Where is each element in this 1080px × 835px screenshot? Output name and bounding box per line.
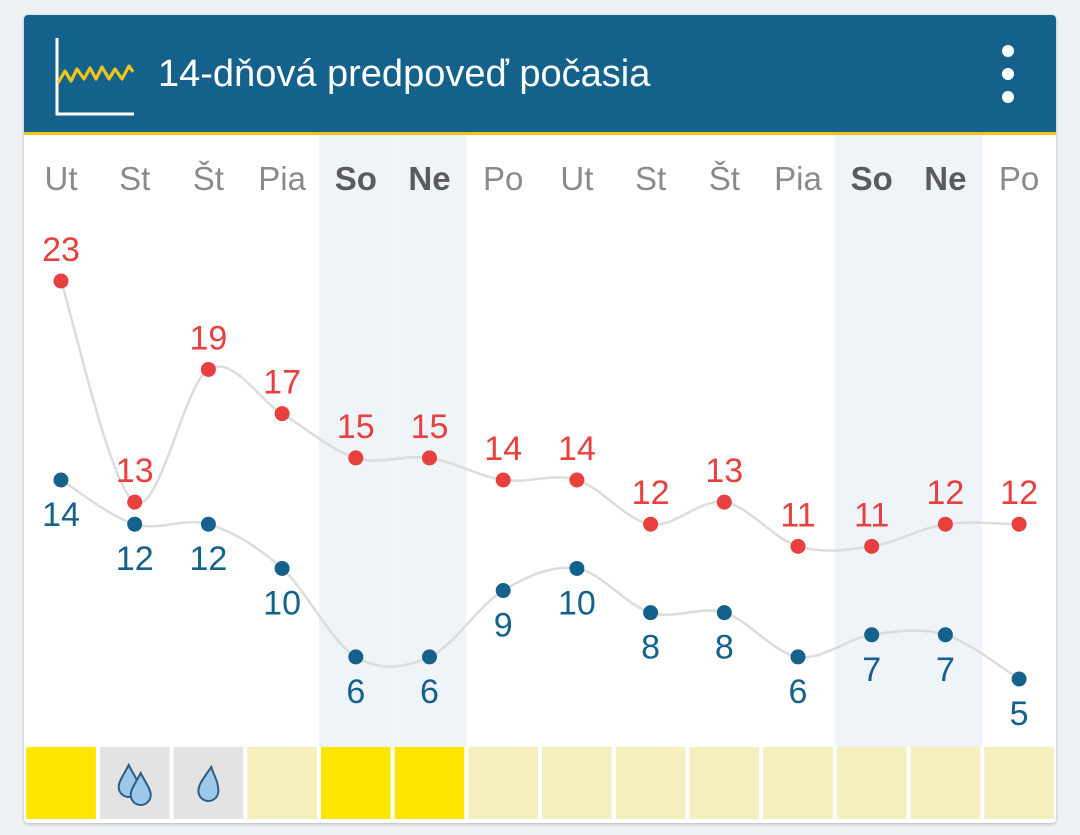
day-label: Št	[709, 160, 740, 197]
high-temp-point	[348, 450, 364, 466]
high-temp-label: 14	[558, 430, 596, 468]
low-temp-point	[643, 605, 659, 621]
low-temp-label: 7	[862, 651, 881, 689]
weather-strip-cell	[468, 747, 539, 819]
low-temp-point	[1011, 671, 1027, 687]
rain-drop-icon	[197, 764, 220, 802]
high-temp-point	[53, 273, 69, 289]
high-temp-point	[422, 450, 437, 466]
high-temp-label: 13	[116, 452, 154, 490]
high-temp-point	[864, 538, 880, 554]
high-temp-label: 11	[780, 496, 815, 534]
day-label: St	[119, 160, 150, 197]
low-temp-label: 6	[346, 673, 365, 711]
low-temp-label: 12	[189, 540, 227, 578]
low-temp-label: 8	[641, 629, 660, 667]
weather-strip-cell	[247, 747, 317, 819]
high-temp-label: 11	[854, 496, 889, 534]
weather-strip-cell	[394, 747, 465, 819]
high-temp-point	[716, 494, 732, 510]
day-label: Pia	[258, 160, 306, 197]
more-vertical-icon	[1002, 91, 1014, 103]
low-temp-label: 6	[420, 673, 439, 711]
weather-strip-cell	[836, 747, 907, 819]
high-temp-point	[643, 516, 659, 532]
high-temp-label: 15	[337, 408, 375, 446]
day-label: St	[635, 160, 666, 197]
weather-strip-cell	[763, 747, 833, 819]
low-temp-point	[569, 560, 585, 576]
low-temp-point	[422, 649, 437, 665]
high-temp-label: 19	[189, 319, 227, 357]
day-label: Ne	[924, 160, 966, 197]
low-temp-point	[864, 627, 880, 643]
high-temp-point	[274, 406, 290, 422]
widget-title: 14-dňová predpoveď počasia	[158, 53, 651, 95]
high-temp-point	[1011, 516, 1027, 532]
weather-strip-cell	[542, 747, 612, 819]
high-temp-label: 13	[705, 452, 743, 490]
low-temp-point	[716, 605, 732, 621]
low-temp-label: 6	[789, 673, 808, 711]
weather-strip-cell	[26, 747, 96, 819]
low-temp-point	[790, 649, 806, 665]
low-temp-label: 9	[494, 607, 513, 645]
low-temp-point	[200, 516, 216, 532]
high-temp-point	[790, 538, 806, 554]
low-temp-point	[348, 649, 364, 665]
low-temp-point	[53, 472, 69, 488]
temperature-chart: Ut St Št Pia So Ne Po Ut St Št Pia So Ne Po 23 13 19 17 15…	[26, 135, 1054, 819]
day-label: Pia	[774, 160, 822, 197]
day-label: So	[851, 160, 893, 197]
weather-strip-cell	[615, 747, 686, 819]
day-label: Ut	[45, 160, 78, 197]
high-temp-label: 12	[632, 474, 670, 512]
low-temp-point	[495, 583, 511, 599]
high-temp-point	[495, 472, 511, 488]
high-temp-label: 12	[926, 474, 964, 512]
weather-strip-cell	[320, 747, 391, 819]
day-label: Ut	[560, 160, 593, 197]
high-temp-label: 14	[484, 430, 522, 468]
weekend-column-bg	[392, 135, 467, 747]
weather-strip-cell	[984, 747, 1054, 819]
low-temp-label: 12	[116, 540, 154, 578]
high-temp-point	[200, 361, 216, 377]
low-temp-label: 10	[263, 584, 301, 622]
day-label: Ne	[408, 160, 450, 197]
low-temp-label: 8	[715, 629, 734, 667]
day-label: Št	[193, 160, 224, 197]
low-temp-point	[274, 560, 290, 576]
more-vertical-icon	[1002, 68, 1014, 80]
rain-drops-icon	[117, 762, 152, 806]
high-temp-label: 23	[42, 231, 80, 269]
more-options-button[interactable]	[998, 41, 1018, 107]
low-temp-label: 10	[558, 584, 596, 622]
high-temp-label: 12	[1000, 474, 1038, 512]
low-temp-line	[60, 478, 1020, 681]
weather-strip-cell	[689, 747, 760, 819]
forecast-widget: 14-dňová predpoveď počasia Ut St Št Pia So Ne…	[24, 15, 1056, 823]
more-vertical-icon	[1002, 45, 1014, 57]
high-temp-label: 17	[263, 364, 301, 402]
low-temp-label: 5	[1010, 695, 1029, 733]
line-chart-icon	[55, 38, 135, 116]
widget-header: 14-dňová predpoveď počasia	[24, 15, 1056, 135]
low-temp-label: 7	[936, 651, 955, 689]
high-temp-point	[937, 516, 953, 532]
low-temp-point	[937, 627, 953, 643]
weekend-column-bg	[834, 135, 909, 747]
high-temp-point	[127, 494, 143, 510]
weather-strip-cell	[910, 747, 981, 819]
low-temp-point	[127, 516, 143, 532]
weekend-column-bg	[318, 135, 393, 747]
day-label: Po	[483, 160, 523, 197]
day-label: Po	[999, 160, 1039, 197]
high-temp-point	[569, 472, 585, 488]
high-temp-label: 15	[411, 408, 449, 446]
low-temp-label: 14	[42, 496, 80, 534]
day-label: So	[335, 160, 377, 197]
